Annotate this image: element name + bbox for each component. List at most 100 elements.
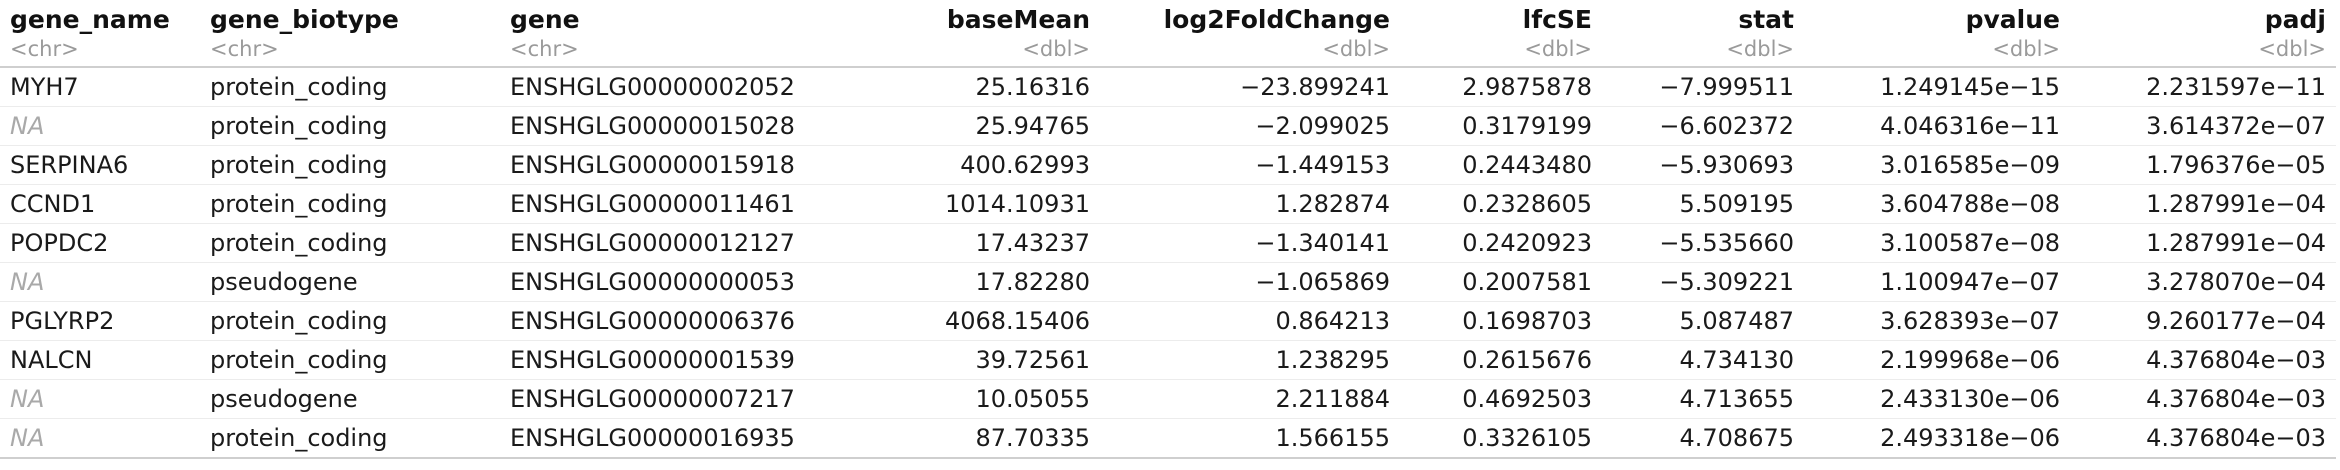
cell-gene-name: NA	[10, 424, 45, 452]
cell-lfcse: 0.2615676	[1462, 346, 1592, 374]
cell-log2foldchange: −1.340141	[1255, 229, 1390, 257]
cell-gene-name: SERPINA6	[10, 151, 129, 179]
column-name: gene_name	[10, 5, 170, 34]
cell-pvalue: 3.628393e−07	[1880, 307, 2060, 335]
column-header-lfcse[interactable]: lfcSE <dbl>	[1400, 0, 1602, 67]
cell-gene-biotype: protein_coding	[210, 346, 388, 374]
cell-stat: 4.708675	[1679, 424, 1794, 452]
column-header-log2foldchange[interactable]: log2FoldChange <dbl>	[1100, 0, 1400, 67]
cell-basemean: 400.62993	[960, 151, 1090, 179]
cell-padj: 3.614372e−07	[2146, 112, 2326, 140]
cell-stat: 4.713655	[1679, 385, 1794, 413]
cell-log2foldchange: 1.282874	[1275, 190, 1390, 218]
table-body: MYH7 protein_coding ENSHGLG00000002052 25.1…	[0, 67, 2336, 458]
column-type: <dbl>	[1322, 37, 1390, 61]
cell-gene: ENSHGLG00000012127	[510, 229, 795, 257]
column-type: <dbl>	[1022, 37, 1090, 61]
column-type: <dbl>	[1992, 37, 2060, 61]
cell-padj: 2.231597e−11	[2146, 73, 2326, 101]
cell-basemean: 39.72561	[975, 346, 1090, 374]
column-type: <dbl>	[2258, 37, 2326, 61]
cell-padj: 1.796376e−05	[2146, 151, 2326, 179]
cell-pvalue: 2.493318e−06	[1880, 424, 2060, 452]
cell-gene-biotype: protein_coding	[210, 151, 388, 179]
cell-pvalue: 4.046316e−11	[1880, 112, 2060, 140]
cell-gene: ENSHGLG00000002052	[510, 73, 795, 101]
column-header-gene-name[interactable]: gene_name <chr>	[0, 0, 200, 67]
cell-gene-biotype: protein_coding	[210, 424, 388, 452]
cell-log2foldchange: 1.566155	[1275, 424, 1390, 452]
cell-stat: −5.930693	[1659, 151, 1794, 179]
cell-pvalue: 3.100587e−08	[1880, 229, 2060, 257]
column-header-basemean[interactable]: baseMean <dbl>	[800, 0, 1100, 67]
cell-lfcse: 0.2443480	[1462, 151, 1592, 179]
cell-padj: 4.376804e−03	[2146, 424, 2326, 452]
cell-gene-biotype: pseudogene	[210, 268, 358, 296]
column-header-stat[interactable]: stat <dbl>	[1602, 0, 1804, 67]
cell-log2foldchange: 2.211884	[1275, 385, 1390, 413]
cell-lfcse: 2.9875878	[1462, 73, 1592, 101]
table-row: NA pseudogene ENSHGLG00000000053 17.82280 −1…	[0, 263, 2336, 302]
cell-pvalue: 3.604788e−08	[1880, 190, 2060, 218]
column-name: gene_biotype	[210, 5, 399, 34]
results-table: gene_name <chr> gene_biotype <chr> gene <chr>…	[0, 0, 2336, 458]
cell-lfcse: 0.1698703	[1462, 307, 1592, 335]
cell-gene-biotype: protein_coding	[210, 229, 388, 257]
cell-gene-biotype: protein_coding	[210, 73, 388, 101]
cell-lfcse: 0.3326105	[1462, 424, 1592, 452]
cell-gene: ENSHGLG00000007217	[510, 385, 795, 413]
cell-gene: ENSHGLG00000016935	[510, 424, 795, 452]
cell-log2foldchange: −23.899241	[1240, 73, 1390, 101]
table-header: gene_name <chr> gene_biotype <chr> gene <chr>…	[0, 0, 2336, 67]
cell-basemean: 25.16316	[975, 73, 1090, 101]
column-name: padj	[2264, 5, 2326, 34]
cell-gene: ENSHGLG00000001539	[510, 346, 795, 374]
cell-gene-name: NA	[10, 112, 45, 140]
cell-pvalue: 2.433130e−06	[1880, 385, 2060, 413]
cell-lfcse: 0.4692503	[1462, 385, 1592, 413]
cell-log2foldchange: −1.065869	[1255, 268, 1390, 296]
cell-stat: −6.602372	[1659, 112, 1794, 140]
cell-lfcse: 0.2328605	[1462, 190, 1592, 218]
cell-gene-name: NA	[10, 268, 45, 296]
cell-gene-name: MYH7	[10, 73, 79, 101]
cell-gene: ENSHGLG00000011461	[510, 190, 795, 218]
cell-log2foldchange: −1.449153	[1255, 151, 1390, 179]
column-type: <chr>	[210, 37, 279, 61]
column-name: log2FoldChange	[1163, 5, 1390, 34]
cell-basemean: 17.43237	[975, 229, 1090, 257]
cell-gene-name: CCND1	[10, 190, 96, 218]
cell-padj: 3.278070e−04	[2146, 268, 2326, 296]
column-header-padj[interactable]: padj <dbl>	[2070, 0, 2336, 67]
cell-stat: −5.535660	[1659, 229, 1794, 257]
cell-pvalue: 2.199968e−06	[1880, 346, 2060, 374]
cell-padj: 4.376804e−03	[2146, 385, 2326, 413]
cell-stat: 5.509195	[1679, 190, 1794, 218]
cell-pvalue: 1.100947e−07	[1880, 268, 2060, 296]
cell-log2foldchange: −2.099025	[1255, 112, 1390, 140]
cell-gene: ENSHGLG00000015028	[510, 112, 795, 140]
column-name: stat	[1738, 5, 1794, 34]
cell-gene-biotype: pseudogene	[210, 385, 358, 413]
cell-basemean: 4068.15406	[944, 307, 1090, 335]
column-type: <dbl>	[1524, 37, 1592, 61]
cell-lfcse: 0.2007581	[1462, 268, 1592, 296]
cell-gene-name: NA	[10, 385, 45, 413]
column-header-pvalue[interactable]: pvalue <dbl>	[1804, 0, 2070, 67]
cell-basemean: 25.94765	[975, 112, 1090, 140]
column-header-gene-biotype[interactable]: gene_biotype <chr>	[200, 0, 500, 67]
cell-lfcse: 0.2420923	[1462, 229, 1592, 257]
table-row: CCND1 protein_coding ENSHGLG00000011461 101…	[0, 185, 2336, 224]
cell-basemean: 1014.10931	[944, 190, 1090, 218]
column-name: gene	[510, 5, 580, 34]
cell-gene: ENSHGLG00000015918	[510, 151, 795, 179]
table-row: POPDC2 protein_coding ENSHGLG00000012127 17…	[0, 224, 2336, 263]
cell-basemean: 17.82280	[975, 268, 1090, 296]
cell-gene-name: NALCN	[10, 346, 93, 374]
column-name: pvalue	[1965, 5, 2060, 34]
cell-gene-name: PGLYRP2	[10, 307, 115, 335]
cell-lfcse: 0.3179199	[1462, 112, 1592, 140]
cell-stat: −5.309221	[1659, 268, 1794, 296]
cell-padj: 4.376804e−03	[2146, 346, 2326, 374]
column-header-gene[interactable]: gene <chr>	[500, 0, 800, 67]
